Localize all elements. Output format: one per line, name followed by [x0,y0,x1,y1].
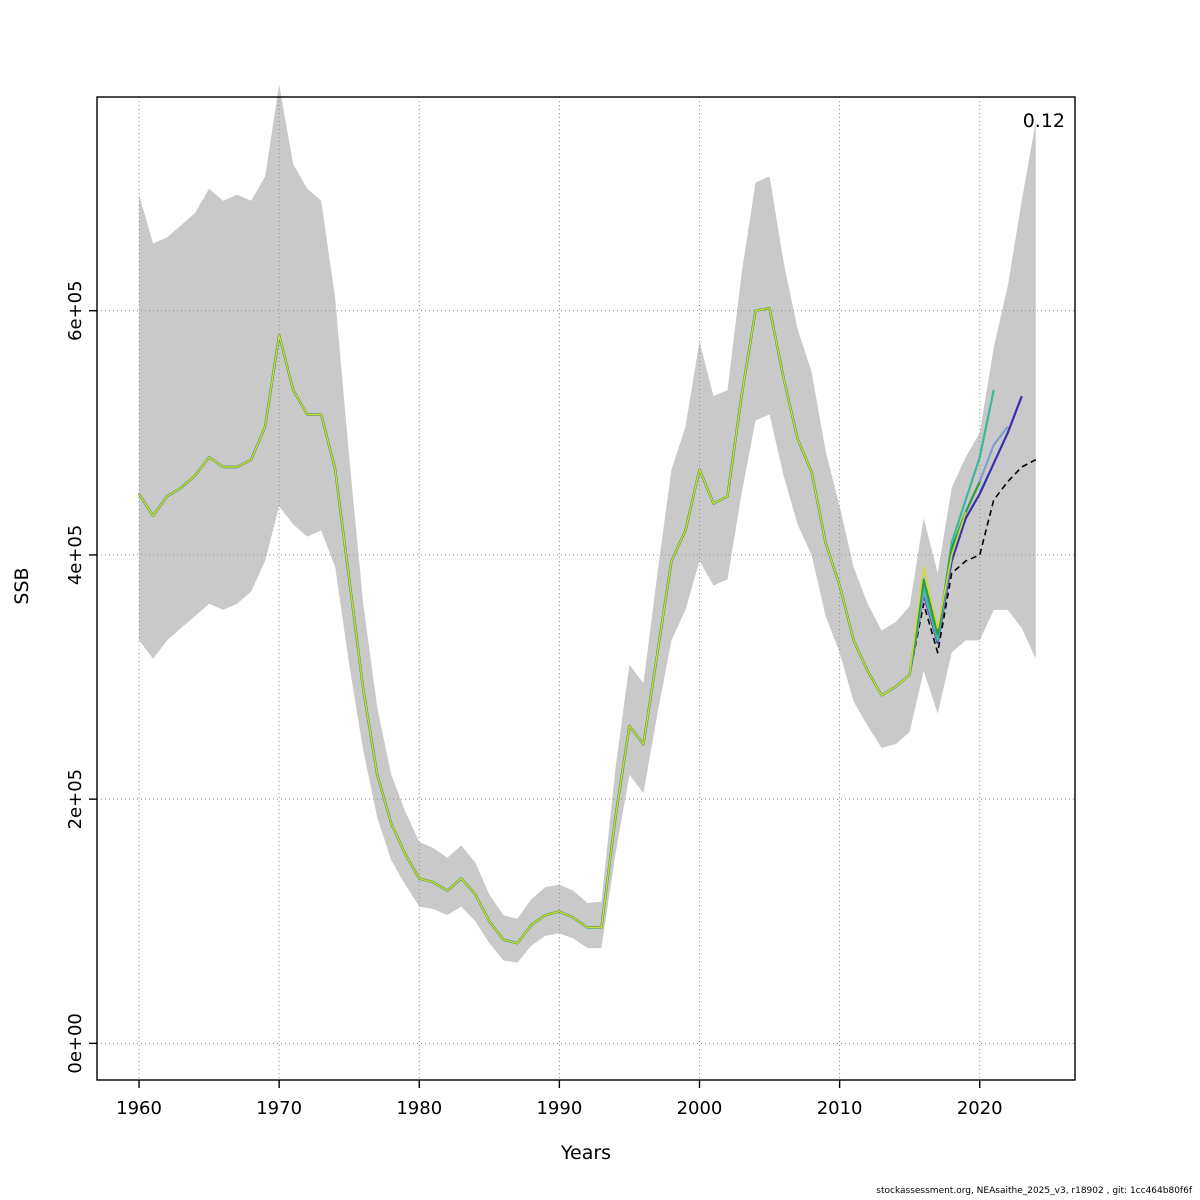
x-tick-label: 2010 [817,1098,863,1119]
y-tick-label: 0e+00 [65,1013,86,1074]
x-axis-title: Years [560,1142,612,1164]
x-tick-label: 2000 [677,1098,723,1119]
y-tick-label: 4e+05 [65,525,86,586]
y-tick-label: 6e+05 [65,280,86,341]
x-tick-label: 1960 [116,1098,162,1119]
x-tick-label: 1970 [256,1098,302,1119]
y-axis-title: SSB [11,567,33,605]
retro-peel-2019-line [138,307,967,944]
footer-source-text: stockassessment.org, NEAsaithe_2025_v3, … [876,1186,1192,1196]
x-tick-label: 1980 [396,1098,442,1119]
y-tick-label: 2e+05 [65,769,86,830]
mohns-rho-annotation: 0.12 [1022,110,1065,132]
confidence-band [139,84,1036,963]
x-tick-label: 1990 [536,1098,582,1119]
x-tick-label: 2020 [957,1098,1003,1119]
plot-border [96,96,1076,1081]
